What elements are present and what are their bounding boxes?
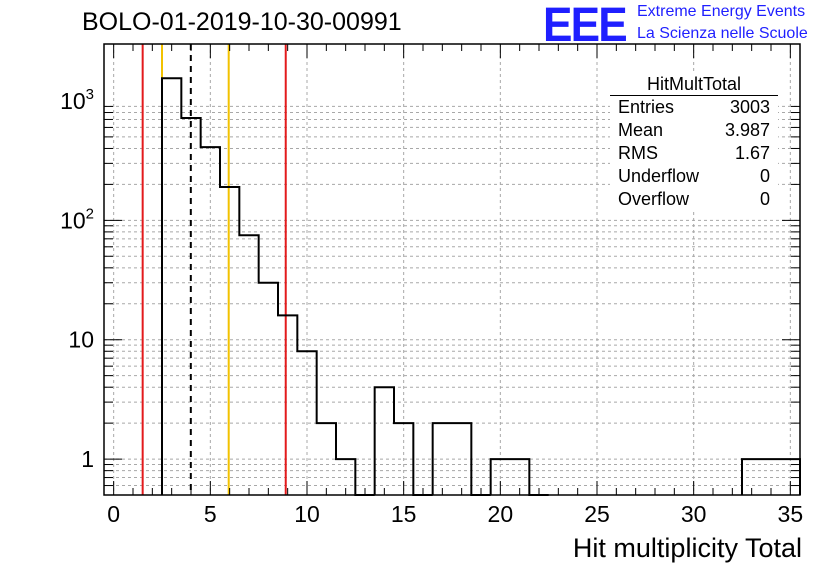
stats-value: 0 [759, 166, 770, 186]
stats-box: HitMultTotal Entries 3003 Mean 3.987 RMS 1.… [610, 73, 778, 211]
stats-label: RMS [618, 143, 658, 163]
stats-row-rms: RMS 1.67 [610, 142, 778, 165]
x-tick-label: 10 [294, 501, 320, 527]
logo-line-1: Extreme Energy Events [637, 3, 806, 20]
y-tick-label: 102 [60, 205, 94, 233]
stats-value: 3003 [729, 97, 770, 117]
tick-labels: 0 5 10 15 20 25 30 35 1 10 102 103 [60, 86, 803, 527]
y-tick-label: 1 [81, 446, 94, 472]
stats-label: Underflow [618, 166, 700, 186]
y-tick-label: 103 [60, 86, 94, 114]
plot-frame [103, 43, 801, 496]
stats-value: 0 [759, 189, 770, 209]
x-tick-label: 0 [107, 501, 120, 527]
stats-row-mean: Mean 3.987 [610, 119, 778, 142]
stats-label: Mean [618, 120, 664, 140]
stats-title: HitMultTotal [610, 73, 778, 96]
axis-ticks [104, 44, 800, 496]
stats-label: Overflow [618, 189, 690, 209]
x-tick-label: 30 [681, 501, 707, 527]
eee-logo: EEE [543, 0, 628, 52]
marker-lines [141, 44, 287, 495]
stats-value: 3.987 [724, 120, 770, 140]
stats-row-underflow: Underflow 0 [610, 165, 778, 188]
logo-line-2: La Scienza nelle Scuole [637, 25, 808, 42]
stats-row-overflow: Overflow 0 [610, 188, 778, 211]
x-tick-label: 5 [204, 501, 217, 527]
stats-label: Entries [618, 97, 675, 117]
x-tick-label: 20 [488, 501, 514, 527]
y-tick-label: 10 [68, 327, 94, 353]
stats-value: 1.67 [734, 143, 770, 163]
x-tick-label: 25 [584, 501, 610, 527]
histogram-outline [161, 77, 801, 496]
stats-row-entries: Entries 3003 [610, 96, 778, 119]
x-axis-label: Hit multiplicity Total [572, 533, 802, 563]
x-tick-label: 15 [391, 501, 417, 527]
run-title: BOLO-01-2019-10-30-00991 [82, 8, 402, 36]
x-tick-label: 35 [778, 501, 804, 527]
